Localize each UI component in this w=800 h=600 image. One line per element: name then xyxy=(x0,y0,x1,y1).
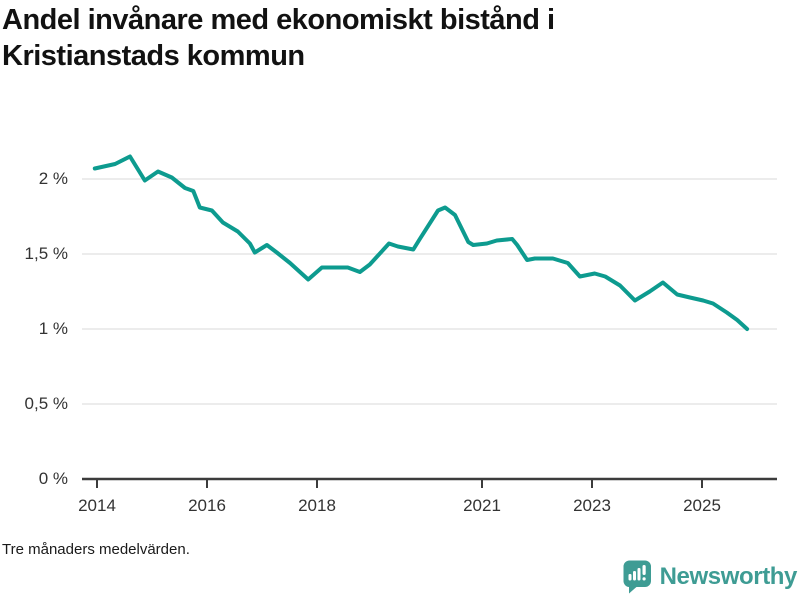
newsworthy-bubble-chart-icon xyxy=(623,560,651,594)
x-tick-label: 2021 xyxy=(463,496,501,515)
y-tick-label: 0 % xyxy=(38,469,68,488)
x-tick-label: 2016 xyxy=(188,496,226,515)
y-tick-label: 0,5 % xyxy=(24,394,68,413)
footnote: Tre månaders medelvärden. xyxy=(2,541,190,558)
speech-bubble-shape xyxy=(623,560,651,594)
bar-small xyxy=(628,574,632,581)
exclamation-bar xyxy=(642,565,646,575)
newsworthy-logo: Newsworthy xyxy=(623,560,797,594)
x-tick-label: 2025 xyxy=(683,496,721,515)
y-tick-label: 2 % xyxy=(38,169,68,188)
newsworthy-wordmark: Newsworthy xyxy=(659,563,798,590)
exclamation-dot xyxy=(642,577,646,581)
y-tick-label: 1,5 % xyxy=(24,244,68,263)
bar-tall xyxy=(637,568,641,581)
data-line-series xyxy=(92,154,750,331)
x-tick-label: 2018 xyxy=(298,496,336,515)
y-tick-label: 1 % xyxy=(38,319,68,338)
chart-title: Andel invånare med ekonomiskt bistånd i … xyxy=(2,4,555,72)
bar-medium xyxy=(632,571,636,581)
x-tick-label: 2023 xyxy=(573,496,611,515)
x-tick-label: 2014 xyxy=(78,496,116,515)
